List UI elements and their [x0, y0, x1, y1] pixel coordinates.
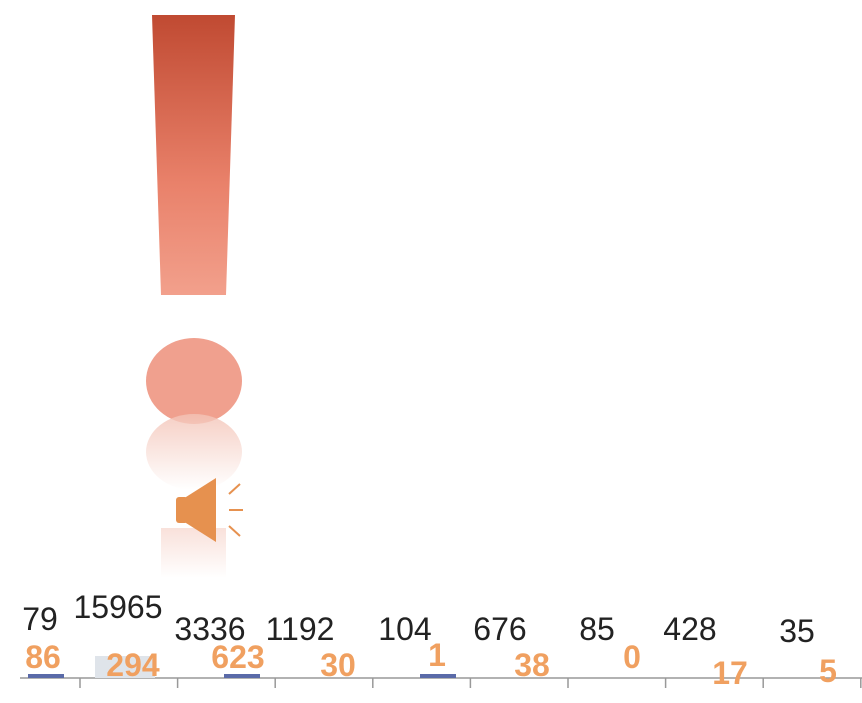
reflection-bar — [161, 528, 226, 578]
reflection — [146, 414, 242, 490]
bottom-label: 30 — [320, 647, 356, 683]
top-label: 104 — [378, 611, 431, 647]
top-label: 3336 — [174, 611, 245, 647]
bottom-label: 294 — [106, 647, 160, 683]
bottom-label: 17 — [712, 655, 748, 691]
bottom-label: 623 — [211, 639, 264, 675]
bottom-label: 0 — [623, 639, 641, 675]
speaker-icon[interactable] — [176, 478, 243, 542]
bar-shade — [420, 674, 456, 678]
bottom-label: 86 — [25, 639, 61, 675]
bar-shade — [28, 674, 64, 678]
exclamation-dot — [146, 338, 242, 424]
bar-shade — [224, 674, 260, 678]
bottom-label: 1 — [428, 637, 446, 673]
bottom-label: 38 — [514, 647, 550, 683]
labels: 79 15965 3336 1192 104 676 85 428 35 86 294 623 30 1 3… — [22, 589, 862, 691]
top-label: 15965 — [74, 589, 163, 625]
bar-shade — [95, 656, 155, 678]
top-label: 428 — [663, 611, 716, 647]
top-label: 35 — [779, 613, 815, 649]
exclamation-bar — [152, 15, 235, 295]
top-label: 85 — [579, 611, 615, 647]
bottom-label: 5 — [819, 653, 837, 689]
top-label: 676 — [473, 611, 526, 647]
top-label: 79 — [22, 601, 58, 637]
top-label: 1192 — [266, 611, 335, 647]
